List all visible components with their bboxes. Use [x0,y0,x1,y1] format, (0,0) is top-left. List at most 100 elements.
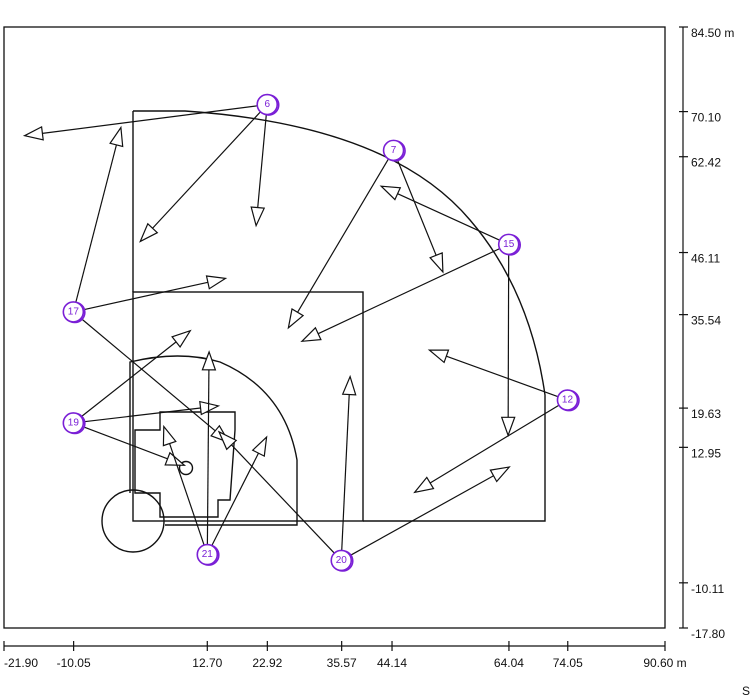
arrow-shaft [211,452,260,546]
arrow [80,329,192,418]
arrow-head [251,435,268,458]
arrow [500,254,516,438]
x-tick-label: 12.70 [192,656,222,670]
arrow-head [341,374,357,396]
arrow [300,248,500,343]
arrow [211,435,268,546]
x-tick-label: 22.92 [252,656,282,670]
player-number: 15 [503,239,515,250]
y-tick-label: -10.11 [691,582,724,596]
arrow-shaft [82,281,209,311]
arrow-shaft [80,317,216,432]
arrow-head [287,308,305,330]
player-number: 17 [68,306,80,317]
arrow-head [250,206,266,228]
arrow-shaft [397,193,500,241]
player-marker[interactable]: 6 [256,93,280,116]
arrow-head [109,125,124,148]
player-number: 12 [562,395,574,406]
player-circle [196,543,219,566]
player-marker[interactable]: 21 [196,543,220,566]
arrow-shaft [317,248,500,335]
x-tick-label: 64.04 [494,656,524,670]
arrow [379,185,500,241]
player-circle [382,139,405,162]
arrow [162,424,205,546]
arrow [427,349,559,398]
player-number: 19 [68,417,80,428]
arrow-shaft [42,105,258,134]
x-tick-label: 90.60 m [643,656,686,670]
player-circle [330,549,353,572]
arrow [80,317,231,444]
arrow-shaft [152,111,261,229]
y-tick-label: 12.95 [691,446,721,460]
player-number: 20 [336,555,348,566]
arrow-head [500,416,516,438]
arrow-shaft [349,475,494,557]
x-tick-label: -10.05 [57,656,91,670]
arrow [341,374,357,551]
arrow-shaft [75,144,118,303]
arrow-head [201,350,217,371]
y-tick-label: 84.50 m [691,26,734,40]
player-number: 6 [264,99,270,110]
inner-square [132,291,364,522]
arrow-shaft [80,341,177,418]
pitcher-mound [178,460,194,476]
player-markers: 6 7 15 17 19 12 21 20 [62,93,580,572]
arrow-head [300,326,322,343]
y-tick-label: 46.11 [691,252,720,266]
player-marker[interactable]: 15 [497,233,522,256]
arrow-head [413,476,435,494]
player-circle [556,389,579,411]
movement-arrows [22,105,560,557]
y-tick-label: 19.63 [691,407,721,421]
arrow [22,105,258,141]
arrow-shaft [446,355,559,398]
home-plate-circle [101,489,165,553]
arrow-shaft [169,443,205,546]
diamond [134,411,236,518]
player-marker[interactable]: 12 [556,389,580,412]
arrow [250,114,267,228]
arrow-shaft [231,444,335,554]
player-circle [256,93,279,116]
player-number: 7 [391,145,397,156]
player-circle [62,301,85,323]
arrow [349,466,511,557]
arrow-shaft [83,407,201,423]
arrow-head [139,222,159,243]
x-axis: -21.90 -10.05 12.70 22.92 35.57 44.14 64.04 74.… [3,641,687,670]
plot-frame [3,26,666,629]
player-marker[interactable]: 17 [62,301,86,324]
arrow [75,125,124,303]
x-tick-label: 74.05 [553,656,583,670]
arrow [217,430,335,554]
player-marker[interactable]: 7 [382,139,406,162]
arrow [82,275,228,311]
x-tick-label: -21.90 [4,656,38,670]
y-axis: 84.50 m 70.10 62.42 46.11 35.54 19.63 12.95 -10… [679,26,734,641]
corner-label: S [742,684,750,698]
arrow-head [217,430,238,451]
arrow-shaft [396,159,437,256]
arrow [201,350,217,545]
arrow-shaft [257,114,267,208]
arrow-shaft [341,394,350,551]
player-circle [62,412,85,434]
player-marker[interactable]: 20 [330,549,354,572]
player-marker[interactable]: 19 [62,412,86,435]
x-tick-label: 44.14 [377,656,407,670]
arrow-head [205,275,228,290]
y-tick-label: 35.54 [691,314,721,328]
arrow-head [379,185,402,201]
y-tick-label: 70.10 [691,111,721,125]
outfield-boundary [132,110,546,522]
arrow-shaft [429,404,560,484]
arrow-head [171,329,192,349]
arrow-shaft [82,425,168,460]
arrow [396,159,444,274]
y-tick-label: -17.80 [691,627,725,641]
